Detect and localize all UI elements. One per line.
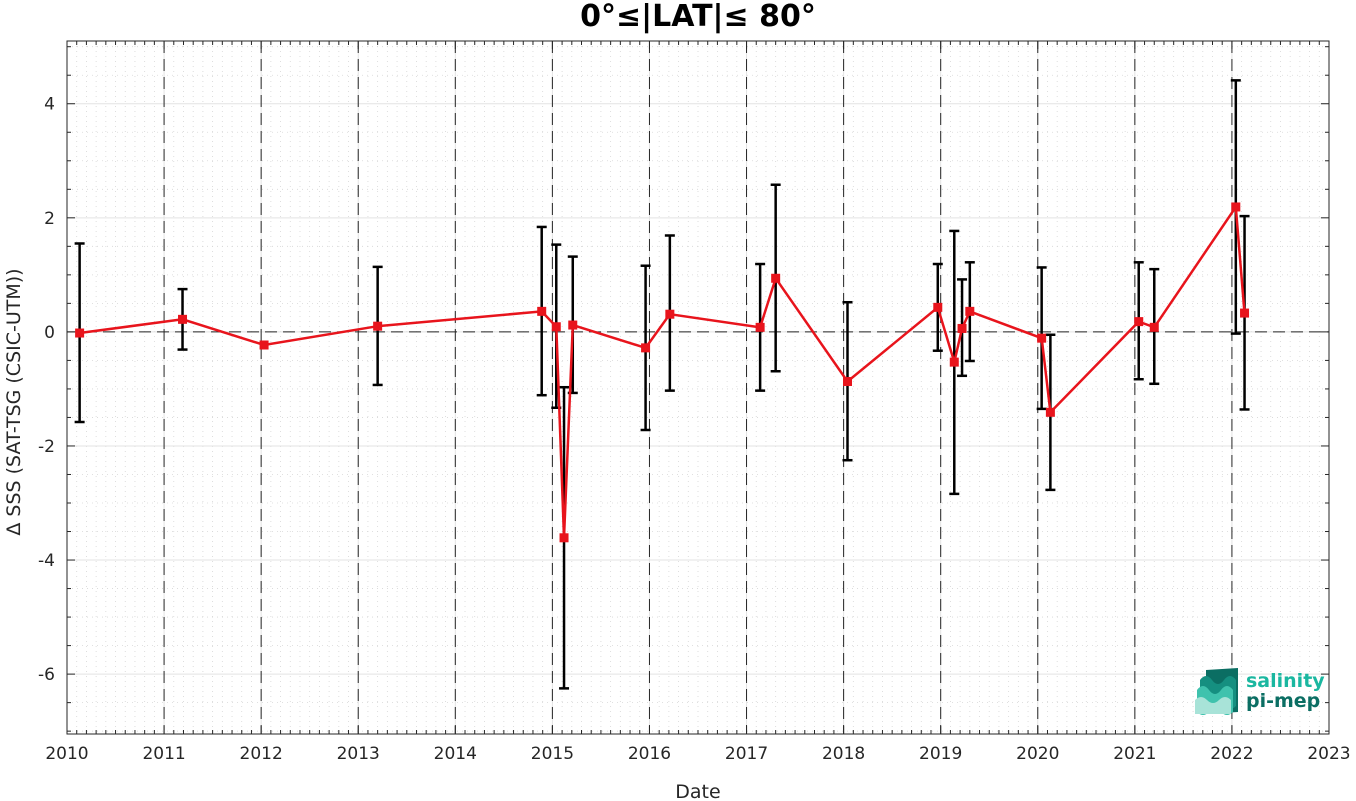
data-point — [1134, 317, 1144, 327]
data-point — [1240, 308, 1250, 318]
data-point — [933, 302, 943, 312]
x-tick-label: 2014 — [434, 744, 477, 764]
data-point — [259, 340, 269, 350]
x-tick-label: 2020 — [1016, 744, 1059, 764]
y-tick-label: 4 — [44, 95, 55, 115]
data-point — [178, 314, 188, 324]
y-tick-label: 0 — [44, 323, 55, 343]
x-tick-label: 2012 — [240, 744, 283, 764]
x-tick-label: 2019 — [919, 744, 962, 764]
data-point — [559, 533, 569, 543]
minor-grid — [67, 41, 1329, 734]
data-point — [755, 322, 765, 332]
x-tick-labels: 2010 2011 2012 2013 2014 2015 2016 2017 2018 2019… — [45, 744, 1350, 764]
data-point — [373, 321, 383, 331]
x-tick-label: 2017 — [725, 744, 768, 764]
data-point — [771, 273, 781, 283]
logo-text-pi-mep: pi-mep — [1246, 690, 1320, 712]
x-tick-label: 2013 — [337, 744, 380, 764]
x-tick-label: 2010 — [45, 744, 88, 764]
data-point — [949, 357, 959, 367]
x-tick-label: 2015 — [531, 744, 574, 764]
x-axis-label: Date — [675, 781, 720, 801]
year-boundary-lines — [163, 41, 1233, 734]
data-point — [641, 343, 651, 353]
y-axis-label: Δ SSS (SAT-TSG (CSIC-UTM)) — [3, 268, 25, 535]
data-point — [842, 377, 852, 387]
data-point — [75, 328, 85, 338]
y-tick-label: 2 — [44, 209, 55, 229]
data-point — [1045, 407, 1055, 417]
y-tick-label: -2 — [38, 437, 55, 457]
y-tick-labels: -6 -4 -2 0 2 4 — [38, 95, 55, 685]
x-tick-label: 2016 — [628, 744, 671, 764]
wave-stack-icon — [1195, 668, 1238, 715]
y-tick-label: -4 — [38, 551, 55, 571]
data-point — [1231, 202, 1241, 212]
salinity-pi-mep-logo: salinity pi-mep — [1195, 668, 1325, 715]
x-tick-label: 2022 — [1210, 744, 1253, 764]
x-tick-label: 2023 — [1307, 744, 1350, 764]
data-point — [957, 323, 967, 333]
y-tick-label: -6 — [38, 665, 55, 685]
plot-area — [67, 41, 1329, 734]
x-tick-label: 2021 — [1113, 744, 1156, 764]
data-point — [551, 322, 561, 332]
data-point — [665, 309, 675, 319]
x-tick-label: 2018 — [822, 744, 865, 764]
data-point — [537, 306, 547, 316]
data-point — [965, 306, 975, 316]
chart-title: 0°≤|LAT|≤ 80° — [580, 0, 816, 34]
data-point — [1149, 322, 1159, 332]
logo-text-salinity: salinity — [1246, 670, 1325, 692]
data-point — [1037, 333, 1047, 343]
data-markers — [75, 202, 1250, 543]
axis-ticks — [66, 41, 1330, 734]
x-tick-label: 2011 — [142, 744, 185, 764]
data-point — [568, 320, 578, 330]
